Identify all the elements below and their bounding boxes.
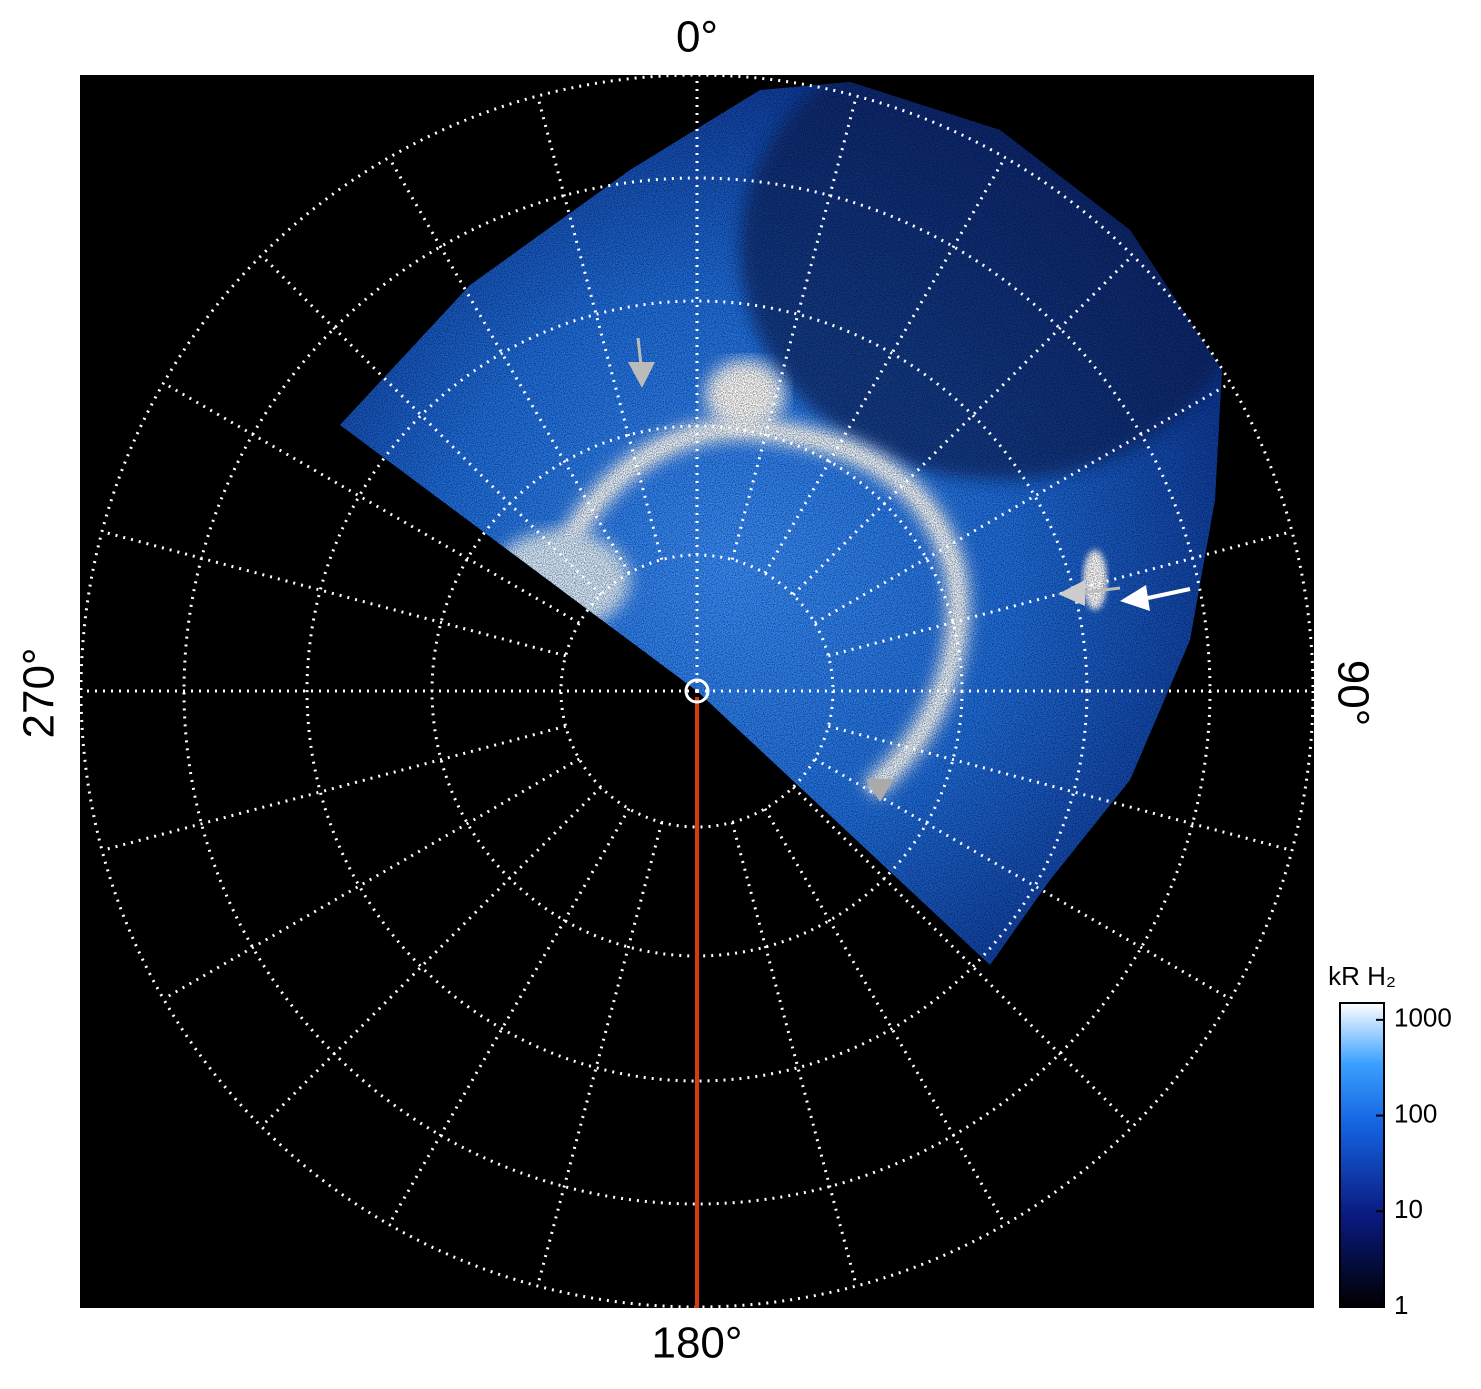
meridian-line: [101, 530, 567, 658]
meridian-line: [814, 757, 1232, 1001]
colorbar: [1339, 1002, 1385, 1308]
meridian-line: [101, 724, 567, 852]
meridian-line: [536, 821, 664, 1287]
meridian-line: [763, 156, 1007, 574]
colorbar-tick-label: 100: [1394, 1098, 1437, 1128]
meridian-line: [162, 381, 580, 625]
latitude-circle: [305, 299, 1089, 1083]
angle-label: 0°: [676, 13, 718, 62]
angle-label: 270°: [15, 647, 64, 738]
meridian-line: [260, 254, 602, 596]
meridian-line: [162, 757, 580, 1001]
latitude-circle: [79, 73, 1315, 1309]
colorbar-ticks: 1 10 100 1000: [1376, 1003, 1452, 1320]
colorbar-title: kR H₂: [1328, 961, 1396, 991]
angle-label: 90°: [1328, 660, 1377, 727]
meridian-line: [536, 95, 664, 561]
arrows: [628, 337, 1191, 802]
meridian-line: [827, 724, 1293, 852]
colorbar-tick-label: 1000: [1394, 1003, 1452, 1033]
meridian-line: [730, 95, 858, 561]
colorbar-tick-label: 1: [1394, 1290, 1408, 1320]
angle-label: 180°: [651, 1319, 742, 1368]
meridian-line: [763, 808, 1007, 1226]
pole-marker: [684, 678, 710, 704]
meridian-line: [730, 821, 858, 1287]
meridian-line: [387, 808, 631, 1226]
meridian-line: [387, 156, 631, 574]
meridian-line: [792, 254, 1134, 596]
meridian-line: [792, 786, 1134, 1128]
meridian-line: [814, 381, 1232, 625]
meridian-line: [260, 786, 602, 1128]
colorbar-tick-label: 10: [1394, 1194, 1423, 1224]
